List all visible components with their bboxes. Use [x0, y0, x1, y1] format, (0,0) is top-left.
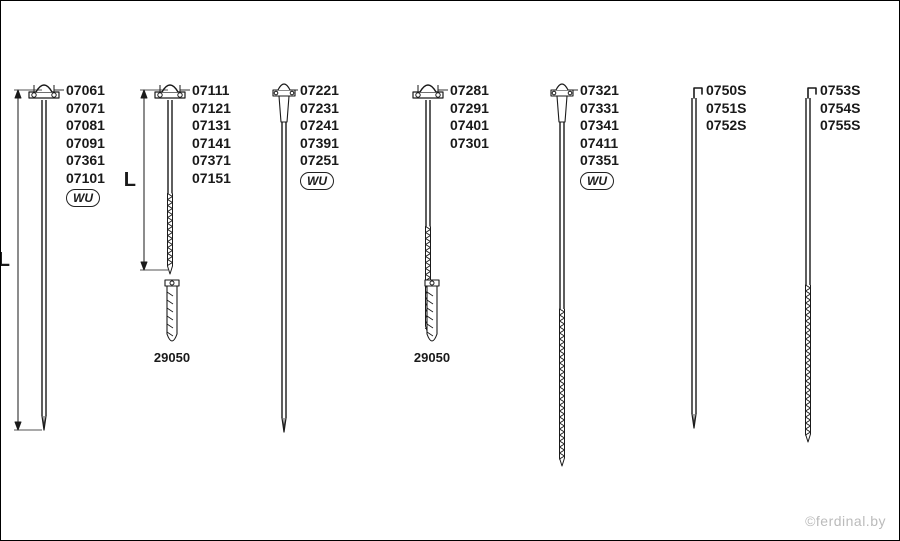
- anchor-label: 29050: [414, 350, 450, 365]
- part-code: 07221: [300, 82, 339, 100]
- code-list-a: 070610707107081070910736107101WU: [66, 82, 105, 207]
- code-list-d: 07281072910740107301: [450, 82, 489, 152]
- part-code: 07331: [580, 100, 619, 118]
- part-code: 0751S: [706, 100, 746, 118]
- part-code: 07341: [580, 117, 619, 135]
- part-code: 07371: [192, 152, 231, 170]
- part-code: 0752S: [706, 117, 746, 135]
- part-code: 07141: [192, 135, 231, 153]
- part-code: 07121: [192, 100, 231, 118]
- anchor-label: 29050: [154, 350, 190, 365]
- wu-badge: WU: [66, 189, 100, 207]
- part-code: 07241: [300, 117, 339, 135]
- part-code: 07291: [450, 100, 489, 118]
- watermark: ©ferdinal.by: [805, 513, 886, 529]
- part-code: 07131: [192, 117, 231, 135]
- wu-badge: WU: [300, 172, 334, 190]
- part-code: 07391: [300, 135, 339, 153]
- code-list-g: 0753S0754S0755S: [820, 82, 860, 135]
- part-code: 07151: [192, 170, 231, 188]
- code-list-b: 071110712107131071410737107151: [192, 82, 231, 187]
- dimension-label: L: [124, 169, 136, 191]
- part-code: 07401: [450, 117, 489, 135]
- code-list-f: 0750S0751S0752S: [706, 82, 746, 135]
- part-code: 07281: [450, 82, 489, 100]
- part-code: 07351: [580, 152, 619, 170]
- part-code: 07111: [192, 82, 231, 100]
- part-code: 07071: [66, 100, 105, 118]
- part-code: 07061: [66, 82, 105, 100]
- part-code: 07321: [580, 82, 619, 100]
- part-code: 07301: [450, 135, 489, 153]
- part-code: 07411: [580, 135, 619, 153]
- part-code: 0753S: [820, 82, 860, 100]
- part-code: 0750S: [706, 82, 746, 100]
- part-code: 07231: [300, 100, 339, 118]
- part-code: 07251: [300, 152, 339, 170]
- part-code: 07101: [66, 170, 105, 188]
- dimension-label: L: [0, 249, 10, 271]
- part-code: 0754S: [820, 100, 860, 118]
- part-code: 0755S: [820, 117, 860, 135]
- wu-badge: WU: [580, 172, 614, 190]
- code-list-e: 0732107331073410741107351 WU: [580, 82, 619, 190]
- part-code: 07361: [66, 152, 105, 170]
- part-code: 07091: [66, 135, 105, 153]
- code-list-c: 0722107231072410739107251 WU: [300, 82, 339, 190]
- part-code: 07081: [66, 117, 105, 135]
